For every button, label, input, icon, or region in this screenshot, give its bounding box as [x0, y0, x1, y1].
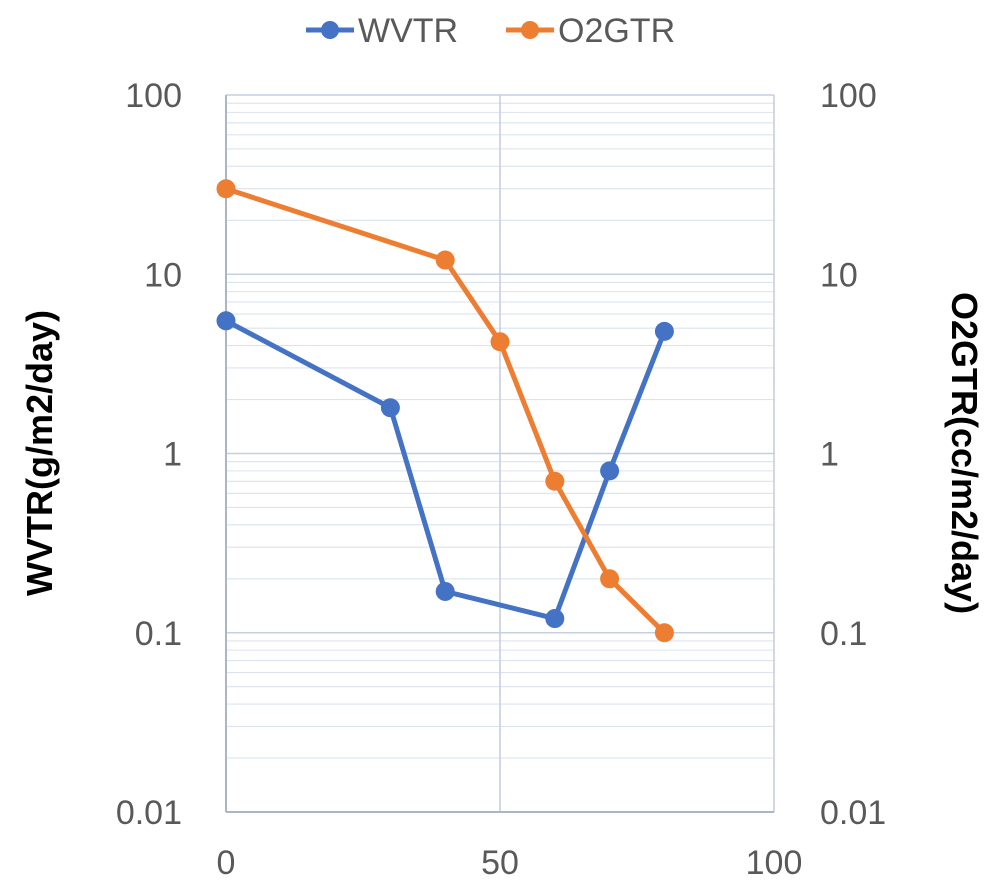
- legend-marker-wvtr: [321, 21, 339, 39]
- x-tick-label: 0: [217, 844, 236, 882]
- legend: WVTR O2GTR: [306, 12, 675, 50]
- y2-tick-label: 10: [820, 256, 858, 294]
- data-point-o2gtr: [216, 179, 236, 199]
- legend-marker-o2gtr: [521, 21, 539, 39]
- y-tick-label: 0.01: [116, 794, 182, 832]
- tick-labels: 100 10 1 0.1 0.01 100 10 1 0.1 0.01 0 50 100: [116, 77, 886, 882]
- data-point-wvtr: [545, 609, 565, 629]
- legend-label-o2gtr: O2GTR: [558, 12, 675, 50]
- axes: [225, 95, 774, 813]
- gridlines: [226, 94, 775, 813]
- series-layer: [216, 179, 674, 643]
- y-tick-label: 100: [125, 77, 182, 115]
- y2-axis-title: O2GTR(cc/m2/day): [944, 292, 985, 614]
- x-tick-label: 50: [481, 844, 519, 882]
- data-point-o2gtr: [545, 471, 565, 491]
- data-point-o2gtr: [435, 250, 455, 270]
- y-tick-label: 0.1: [135, 615, 182, 653]
- data-point-wvtr: [216, 311, 236, 331]
- y2-tick-label: 0.01: [820, 794, 886, 832]
- data-point-o2gtr: [654, 623, 674, 643]
- y-axis-title: WVTR(g/m2/day): [19, 310, 60, 596]
- legend-label-wvtr: WVTR: [358, 12, 458, 50]
- y2-tick-label: 0.1: [820, 615, 867, 653]
- legend-item-o2gtr: O2GTR: [506, 12, 675, 50]
- data-point-wvtr: [435, 581, 455, 601]
- y-tick-label: 10: [144, 256, 182, 294]
- data-point-wvtr: [654, 321, 674, 341]
- legend-item-wvtr: WVTR: [306, 12, 458, 50]
- series-line-wvtr: [223, 318, 667, 622]
- y2-tick-label: 100: [820, 77, 877, 115]
- data-point-o2gtr: [490, 332, 510, 352]
- data-point-o2gtr: [600, 569, 620, 589]
- y-tick-label: 1: [163, 436, 182, 474]
- data-point-wvtr: [600, 461, 620, 481]
- series-line-o2gtr: [223, 186, 667, 636]
- x-tick-label: 100: [746, 844, 803, 882]
- y2-tick-label: 1: [820, 436, 839, 474]
- data-point-wvtr: [380, 398, 400, 418]
